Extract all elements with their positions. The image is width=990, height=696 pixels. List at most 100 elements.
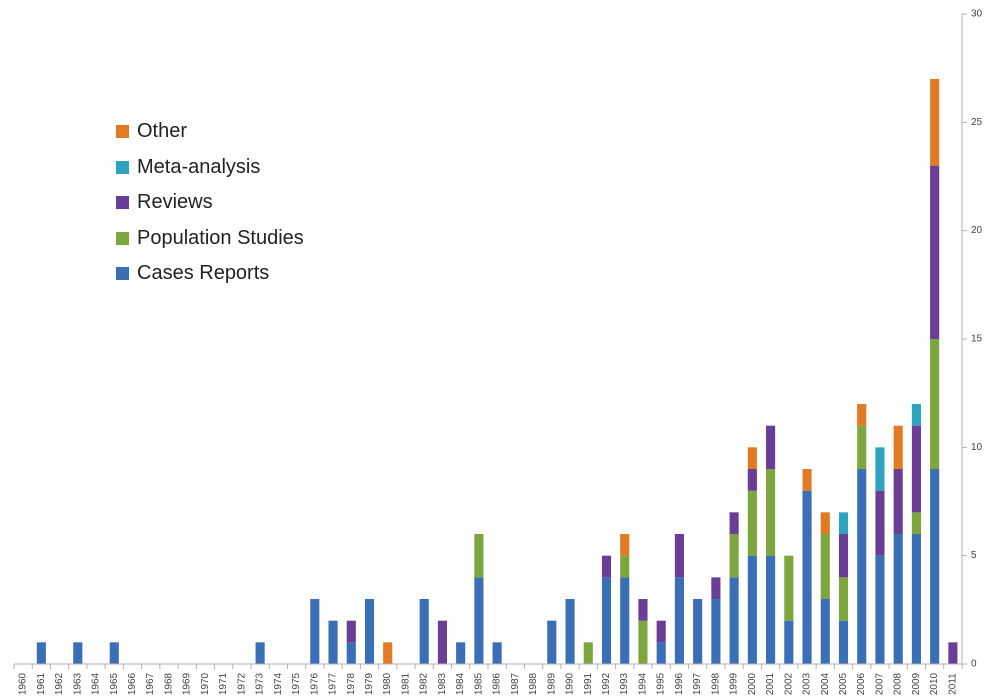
x-tick-label-1972: 1972 [236,672,247,695]
bar-1991-series-1 [583,642,593,664]
bar-2000-series-4 [747,447,757,469]
bar-1982-series-0 [419,599,429,664]
x-tick-label-1975: 1975 [291,672,302,695]
y-tick-label-20: 20 [971,225,983,236]
legend-swatch [116,267,129,281]
bar-2008-series-4 [893,425,903,469]
bar-1993-series-1 [620,555,630,578]
bar-1996-series-0 [674,577,684,664]
x-tick-label-1974: 1974 [273,672,284,695]
x-tick-label-1967: 1967 [145,672,156,695]
bar-2003-series-4 [802,469,812,491]
x-tick-label-2006: 2006 [856,672,867,695]
x-tick-label-1963: 1963 [72,672,83,695]
bar-1999-series-1 [729,534,739,578]
legend-item: Reviews [116,185,304,221]
bar-2001-series-1 [766,469,776,556]
y-tick-label-0: 0 [971,659,977,670]
bar-1993-series-0 [620,577,630,664]
chart-legend: Other Meta-analysis Reviews Population Stud… [116,114,304,292]
legend-label: Other [137,120,188,143]
x-tick-label-1979: 1979 [364,672,375,695]
bar-2002-series-0 [784,620,794,664]
x-tick-label-1970: 1970 [200,672,211,695]
x-tick-label-1998: 1998 [710,672,721,695]
bar-2007-series-2 [875,490,885,556]
bar-2010-series-0 [930,469,940,664]
x-tick-label-2010: 2010 [929,672,940,695]
x-tick-label-1968: 1968 [163,672,174,695]
x-tick-label-1993: 1993 [619,672,630,695]
x-tick-label-1995: 1995 [656,672,667,695]
x-tick-label-1991: 1991 [583,672,594,695]
x-tick-label-2008: 2008 [893,672,904,695]
bar-2007-series-3 [875,447,885,491]
bar-2009-series-3 [911,404,921,426]
x-tick-label-1986: 1986 [492,672,503,695]
bar-1979-series-0 [364,599,375,664]
legend-item: Meta-analysis [116,150,304,186]
x-tick-label-1981: 1981 [400,672,411,695]
x-tick-label-1965: 1965 [109,672,120,695]
bar-2010-series-1 [930,339,940,469]
x-tick-label-2002: 2002 [783,672,794,695]
bar-2008-series-0 [893,534,903,664]
bar-1963-series-0 [73,642,83,664]
bar-2006-series-1 [857,425,867,469]
x-tick-label-1989: 1989 [546,672,557,695]
bar-1999-series-0 [729,577,739,664]
bar-1998-series-2 [711,577,721,599]
x-tick-label-1999: 1999 [729,672,740,695]
x-tick-label-1962: 1962 [54,672,65,695]
bar-1961-series-0 [36,642,46,664]
x-tick-label-1964: 1964 [91,672,102,695]
bar-1977-series-0 [328,620,338,664]
bar-1995-series-0 [656,642,666,664]
bar-2006-series-0 [857,469,867,664]
x-tick-label-1982: 1982 [419,672,430,695]
bar-2005-series-1 [838,577,849,621]
bar-1985-series-0 [474,577,484,664]
x-tick-label-2007: 2007 [874,672,885,695]
bar-2005-series-3 [838,512,849,534]
bar-2004-series-4 [820,512,830,534]
y-tick-label-5: 5 [971,550,977,561]
bar-2010-series-2 [930,165,940,339]
x-tick-label-1987: 1987 [510,672,521,695]
x-tick-label-1978: 1978 [346,672,357,695]
x-tick-label-2001: 2001 [765,672,776,695]
bar-1965-series-0 [109,642,119,664]
y-tick-label-25: 25 [971,117,983,128]
x-tick-label-1990: 1990 [565,672,576,695]
bar-1996-series-2 [674,534,684,578]
x-tick-label-1980: 1980 [382,672,393,695]
x-tick-label-2005: 2005 [838,672,849,695]
bars-group [36,79,958,664]
legend-item: Cases Reports [116,256,304,292]
bar-1989-series-0 [547,620,557,664]
bar-2005-series-2 [838,534,849,578]
bar-2001-series-2 [766,425,776,469]
x-tick-label-1971: 1971 [218,672,229,695]
bar-2002-series-1 [784,555,794,621]
legend-item: Population Studies [116,221,304,257]
bar-2000-series-2 [747,469,757,491]
x-tick-label-1985: 1985 [473,672,484,695]
x-tick-label-2011: 2011 [947,673,958,695]
bar-1978-series-0 [346,642,356,664]
x-tick-label-1973: 1973 [255,672,266,695]
bar-2009-series-0 [911,534,921,664]
bar-1992-series-0 [601,577,612,664]
y-tick-label-15: 15 [971,334,983,345]
bar-2007-series-0 [875,555,885,664]
x-tick-label-1984: 1984 [455,672,466,695]
bar-1973-series-0 [255,642,265,664]
x-tick-label-2003: 2003 [802,672,813,695]
x-tick-label-1977: 1977 [328,672,339,695]
bar-1980-series-4 [383,642,393,664]
bar-2006-series-4 [857,404,867,426]
legend-label: Meta-analysis [137,155,261,178]
x-tick-label-1966: 1966 [127,672,138,695]
x-tick-label-1994: 1994 [637,672,648,695]
